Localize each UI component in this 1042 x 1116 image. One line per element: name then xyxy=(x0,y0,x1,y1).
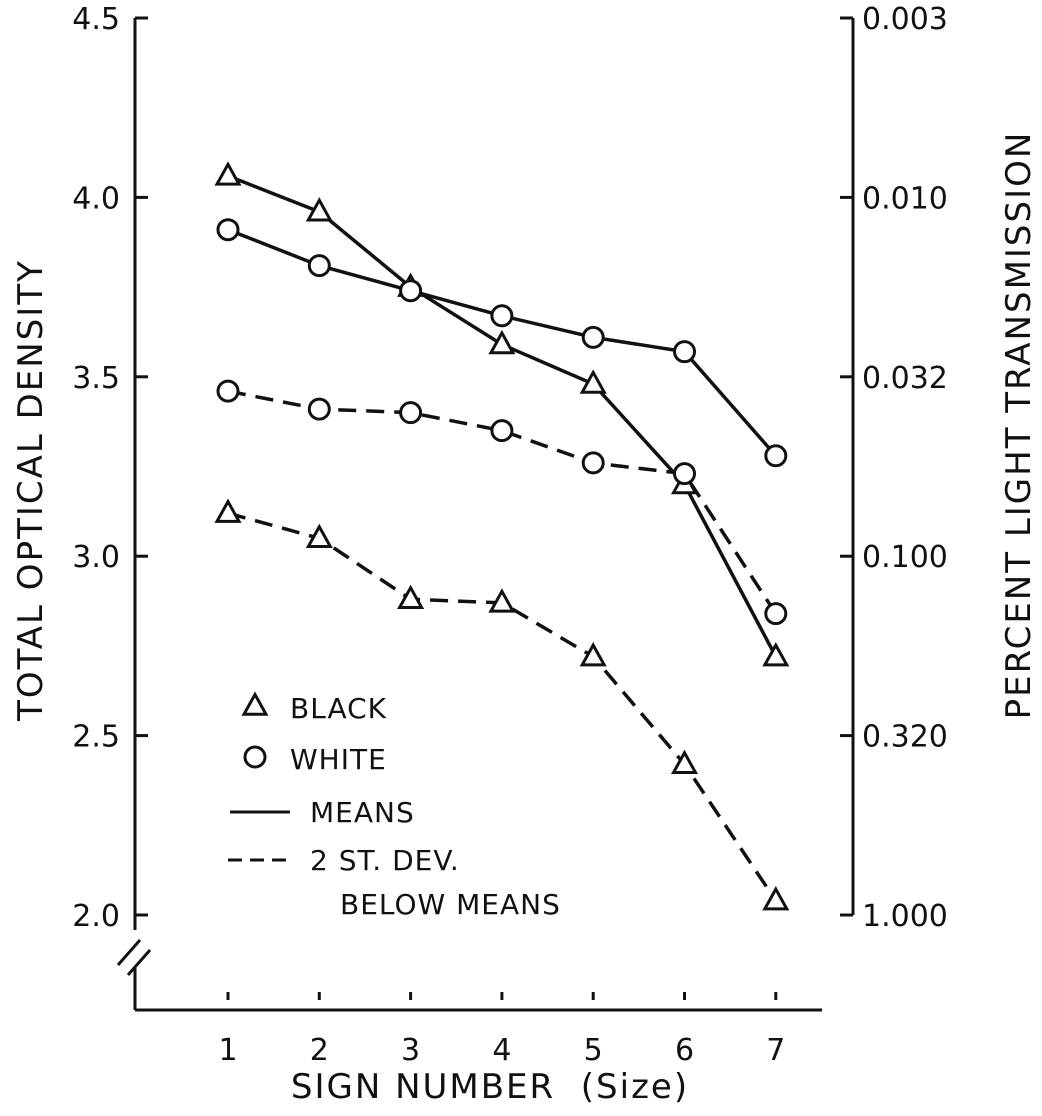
y2-tick-label: 0.100 xyxy=(862,540,948,575)
y-tick-label: 4.5 xyxy=(72,2,120,37)
y2-tick-label: 1.000 xyxy=(862,899,948,934)
data-point-circle xyxy=(490,304,514,328)
data-point-circle xyxy=(581,325,605,349)
series xyxy=(214,161,790,911)
series-line-black-means xyxy=(227,174,778,658)
x-axis-title: SIGN NUMBER (Size) xyxy=(291,1067,689,1107)
data-point-circle xyxy=(399,279,423,303)
data-point-circle xyxy=(307,397,331,421)
series-white-means xyxy=(216,218,788,468)
legend-label: WHITE xyxy=(290,743,387,776)
data-point-triangle xyxy=(488,588,516,613)
data-point-triangle xyxy=(305,523,333,549)
x-tick-label: 1 xyxy=(218,1033,237,1068)
y-tick-label: 2.0 xyxy=(72,899,120,934)
legend-triangle-icon xyxy=(241,691,269,716)
x-tick-label: 2 xyxy=(310,1033,329,1068)
y-tick-label: 4.0 xyxy=(72,181,120,216)
data-point-circle xyxy=(216,218,240,242)
data-point-triangle xyxy=(214,498,242,523)
y2-tick-label: 0.032 xyxy=(862,361,948,396)
legend-label: BLACK xyxy=(290,692,387,725)
legend-circle-icon xyxy=(243,745,267,769)
y-tick-label: 2.5 xyxy=(72,720,120,755)
data-point-circle xyxy=(673,462,696,486)
data-point-triangle xyxy=(579,369,607,394)
x-ticks: 1 2 3 4 5 6 7 xyxy=(218,992,785,1068)
data-point-circle xyxy=(764,602,788,626)
data-point-circle xyxy=(216,379,240,403)
legend: BLACK WHITE MEANS 2 ST. DEV. BELOW MEANS xyxy=(228,691,561,921)
x-tick-label: 5 xyxy=(584,1033,603,1068)
data-point-triangle xyxy=(579,642,607,667)
data-point-circle xyxy=(399,401,423,425)
data-point-circle xyxy=(764,444,788,468)
y-ticks: 2.0 2.5 3.0 3.5 4.0 4.5 xyxy=(72,2,148,934)
x-tick-label: 4 xyxy=(492,1033,511,1068)
data-point-triangle xyxy=(214,161,242,186)
legend-label: BELOW MEANS xyxy=(340,888,561,921)
data-point-triangle xyxy=(762,886,790,911)
y-tick-label: 3.0 xyxy=(72,540,120,575)
data-point-triangle xyxy=(488,329,516,355)
legend-label: 2 ST. DEV. xyxy=(310,844,460,877)
x-tick-label: 3 xyxy=(401,1033,420,1068)
legend-label: MEANS xyxy=(310,796,415,829)
y-axis-break-mark-1 xyxy=(116,939,142,966)
y-axis-break-mark-2 xyxy=(126,949,152,976)
data-point-triangle xyxy=(670,749,699,775)
x-tick-label: 6 xyxy=(675,1033,694,1068)
axes xyxy=(116,18,855,1012)
data-point-triangle xyxy=(305,197,333,222)
y-axis-title: TOTAL OPTICAL DENSITY xyxy=(11,259,51,722)
data-point-circle xyxy=(673,340,696,364)
y2-tick-label: 0.010 xyxy=(862,181,948,216)
series-black-2sd-below-means xyxy=(214,498,790,911)
data-point-triangle xyxy=(397,584,425,610)
y2-tick-label: 0.320 xyxy=(862,720,948,755)
series-white-2sd-below-means xyxy=(216,379,788,626)
data-point-circle xyxy=(307,254,331,278)
y2-ticks: 0.003 0.010 0.032 0.100 0.320 1.000 xyxy=(840,2,948,934)
data-point-triangle xyxy=(762,642,790,667)
data-point-circle xyxy=(490,419,514,443)
y-tick-label: 3.5 xyxy=(72,361,120,396)
y2-axis-title: PERCENT LIGHT TRANSMISSION xyxy=(999,131,1039,720)
y2-tick-label: 0.003 xyxy=(862,2,948,37)
x-tick-label: 7 xyxy=(766,1033,785,1068)
data-point-circle xyxy=(581,451,605,475)
